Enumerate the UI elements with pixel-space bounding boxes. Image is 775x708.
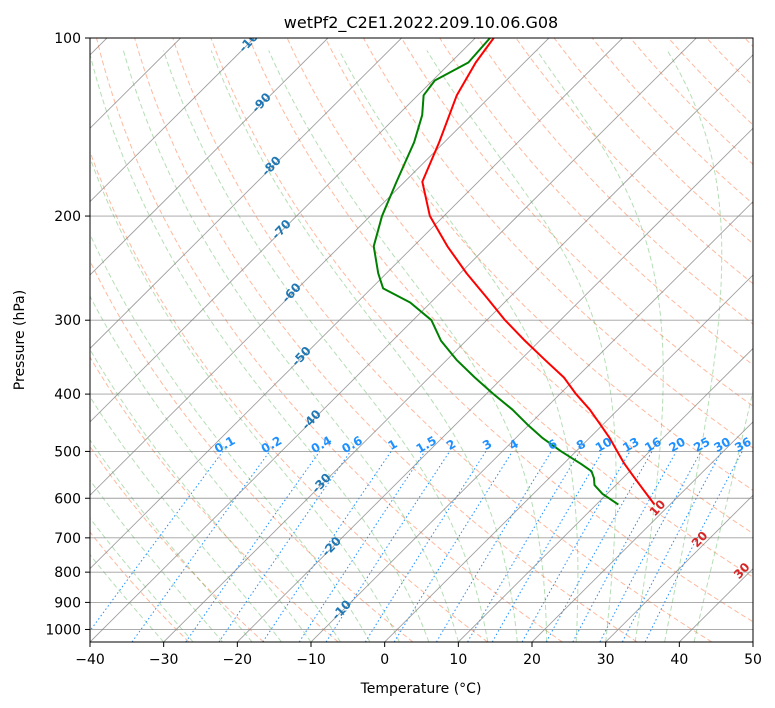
dry-adiabat-line: [96, 38, 563, 642]
dry-adiabat-line: [90, 531, 190, 642]
isotherm-line: [384, 274, 753, 642]
y-tick-label: 800: [54, 565, 81, 581]
isotherm-line: [90, 38, 255, 203]
isotherm-line: [90, 38, 476, 423]
mixing-ratio-line: [364, 451, 487, 642]
moist-adiabat-line: [664, 50, 723, 642]
mixing-ratio-line: [435, 451, 552, 642]
mixing-ratio-label: 36: [732, 435, 753, 455]
x-tick-label: 20: [523, 652, 541, 668]
moist-adiabat-line: [90, 232, 371, 642]
x-tick-label: −40: [75, 652, 105, 668]
mixing-ratio-line: [325, 451, 451, 642]
mixing-ratio-line: [90, 451, 224, 632]
dewpoint-profile: [372, 38, 619, 506]
y-tick-label: 500: [54, 444, 81, 460]
dry-adiabat-line: [439, 38, 753, 366]
mixing-ratio-line: [185, 451, 321, 642]
moist-adiabat-line: [210, 50, 518, 642]
y-tick-label: 300: [54, 313, 81, 329]
x-tick-label: 0: [380, 652, 389, 668]
x-tick-label: 10: [449, 652, 467, 668]
x-tick-label: 40: [670, 652, 688, 668]
x-axis-title: Temperature (°C): [360, 681, 482, 697]
dry-adiabat-line: [172, 38, 713, 642]
x-tick-label: 50: [744, 652, 762, 668]
mixing-ratio-line: [218, 451, 351, 642]
y-tick-label: 600: [54, 491, 81, 507]
x-tick-label: 30: [597, 652, 615, 668]
y-axis-title: Pressure (hPa): [12, 290, 28, 390]
isotherm-line: [90, 38, 329, 276]
x-tick-label: −30: [149, 652, 179, 668]
isotherm-line: [605, 494, 753, 642]
dry-adiabat-line: [324, 38, 753, 492]
isotherm-line: [90, 38, 697, 642]
y-axis: 100 200 300 400 500 600 700 800 900 1000: [45, 31, 90, 638]
x-tick-label: −10: [296, 652, 326, 668]
isotherm-line: [163, 54, 753, 642]
mixing-ratio-line: [521, 451, 631, 642]
moist-adiabat-line: [90, 295, 341, 642]
moist-adiabat-line: [90, 156, 400, 642]
dry-adiabat-line: [477, 38, 753, 325]
x-axis: −40 −30 −20 −10 0 10 20 30 40 50: [75, 642, 762, 668]
dry-adiabat-line: [210, 38, 753, 623]
isotherm-line: [90, 38, 623, 570]
dry-adiabat-line: [515, 38, 753, 285]
isotherm-line: [237, 127, 753, 642]
isotherm-line: [90, 38, 550, 496]
dry-adiabat-line: [286, 38, 753, 535]
mixing-ratio-line: [467, 451, 581, 642]
moist-adiabat-line: [693, 388, 753, 642]
mixing-ratio-line: [491, 451, 603, 642]
mixing-ratio-line: [393, 451, 513, 642]
moist-adiabat-line: [268, 50, 548, 642]
isotherm-line: [90, 38, 402, 350]
moist-adiabat-line: [122, 50, 459, 642]
moist-adiabat-line: [426, 50, 617, 642]
moist-adiabat-line: [536, 50, 664, 642]
chart-title: wetPf2_C2E1.2022.209.10.06.G08: [284, 13, 558, 33]
y-tick-label: 1000: [45, 622, 81, 638]
moist-adiabat-line: [338, 50, 579, 642]
mixing-ratio-line: [572, 451, 677, 642]
moist-adiabats: [90, 50, 753, 642]
isotherm-line: [458, 347, 753, 642]
plot-frame: [89, 37, 754, 643]
y-tick-label: 400: [54, 387, 81, 403]
y-tick-label: 100: [54, 31, 81, 47]
y-tick-label: 200: [54, 209, 81, 225]
dry-adiabat-line: [90, 356, 339, 642]
dry-adiabats: [90, 38, 753, 642]
moist-adiabat-line: [90, 52, 430, 642]
isotherm-line: [310, 201, 753, 642]
isotherm-line: [531, 421, 753, 642]
isotherms: [90, 38, 753, 642]
y-tick-label: 700: [54, 531, 81, 547]
mixing-ratio-line: [131, 451, 271, 642]
moist-adiabat-line: [163, 50, 489, 642]
sounding-profiles: [372, 38, 656, 506]
dry-adiabat-line: [90, 150, 488, 642]
y-tick-label: 900: [54, 595, 81, 611]
dry-adiabat-line: [591, 38, 753, 205]
isobars: [90, 38, 753, 630]
dry-adiabat-line: [401, 38, 753, 407]
dry-adiabat-line: [134, 38, 638, 642]
dry-adiabat-line: [248, 38, 753, 578]
x-tick-label: −20: [223, 652, 253, 668]
temperature-profile: [421, 38, 656, 506]
dry-adiabat-line: [90, 259, 414, 642]
